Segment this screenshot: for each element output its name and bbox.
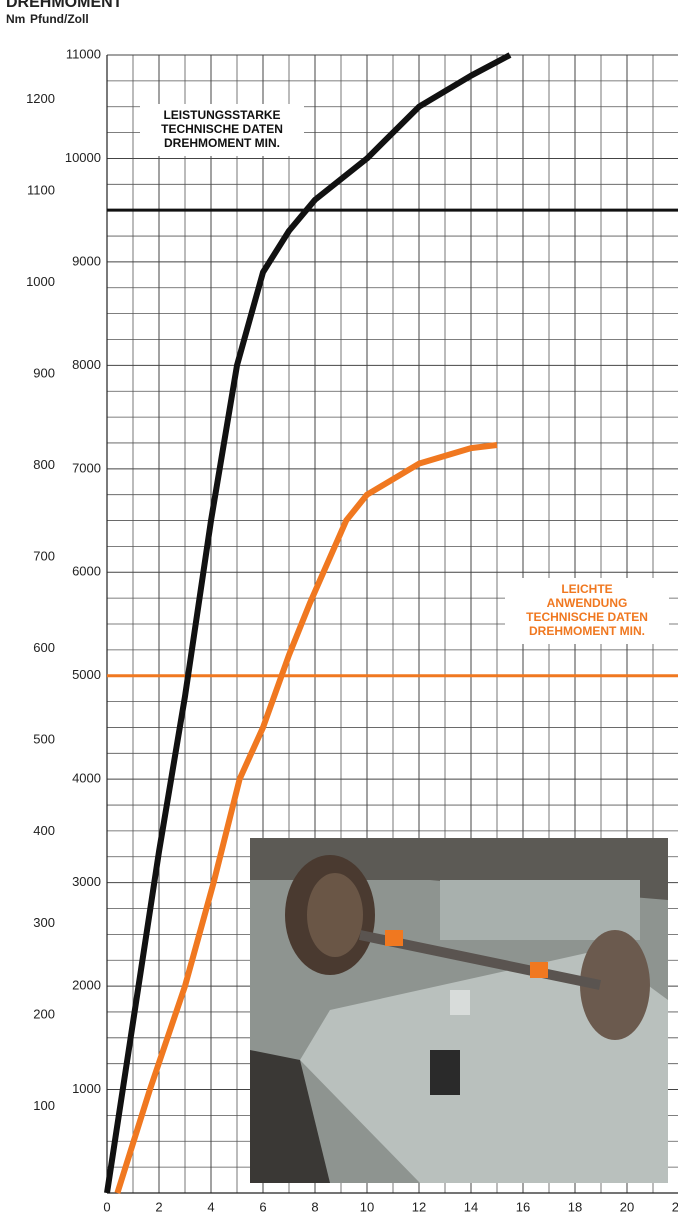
series-line xyxy=(104,52,512,1194)
x-tick-label: 4 xyxy=(207,1199,214,1214)
ticks: 0 2 4 6 8 10 12 14 16 18 20 22 1000 2000 3000 4000 5000 6… xyxy=(26,46,678,1214)
x-tick-label: 16 xyxy=(516,1199,530,1214)
y-tick-label: 10000 xyxy=(65,150,101,165)
y-axis-label: Pfund/Zoll xyxy=(30,12,89,26)
annotation: LEISTUNGSSTARKE xyxy=(163,108,280,122)
x-tick-label: 22 xyxy=(672,1199,678,1214)
annotation: TECHNISCHE DATEN xyxy=(526,610,648,624)
annotation: TECHNISCHE DATEN xyxy=(161,122,283,136)
y2-tick-label: 1000 xyxy=(26,274,55,289)
y-tick-label: 3000 xyxy=(72,874,101,889)
y2-tick-label: 800 xyxy=(33,457,55,472)
y-tick-label: 7000 xyxy=(72,460,101,475)
y2-tick-label: 900 xyxy=(33,365,55,380)
photo-frame xyxy=(440,880,640,940)
x-tick-label: 8 xyxy=(311,1199,318,1214)
x-tick-label: 12 xyxy=(412,1199,426,1214)
y2-tick-label: 300 xyxy=(33,915,55,930)
series-line xyxy=(114,442,498,1194)
photo-clamp xyxy=(450,990,470,1015)
y2-axis-label: Nm xyxy=(6,12,25,26)
y2-tick-label: 1200 xyxy=(26,91,55,106)
photo-corner xyxy=(250,1050,330,1183)
photo xyxy=(250,838,668,1183)
photo-pulley-right xyxy=(580,930,650,1040)
y-tick-label: 6000 xyxy=(72,564,101,579)
y-tick-label: 8000 xyxy=(72,357,101,372)
x-tick-label: 18 xyxy=(568,1199,582,1214)
x-tick-label: 6 xyxy=(259,1199,266,1214)
y-tick-label: 9000 xyxy=(72,253,101,268)
photo-coupling xyxy=(530,962,548,978)
x-tick-label: 0 xyxy=(103,1199,110,1214)
y2-tick-label: 100 xyxy=(33,1098,55,1113)
y-tick-label: 4000 xyxy=(72,771,101,786)
annotation-background xyxy=(505,578,669,644)
x-tick-label: 20 xyxy=(620,1199,634,1214)
annotation: DREHMOMENT MIN. xyxy=(164,136,280,150)
annotation: DREHMOMENT MIN. xyxy=(529,624,645,638)
photo-pulley-left-inner xyxy=(307,873,363,957)
photo-sensor xyxy=(430,1050,460,1095)
y2-tick-label: 700 xyxy=(33,549,55,564)
y-tick-label: 5000 xyxy=(72,667,101,682)
chart-title: DREHMOMENT xyxy=(6,0,123,11)
y2-tick-label: 600 xyxy=(33,640,55,655)
y2-tick-label: 200 xyxy=(33,1006,55,1021)
y2-tick-label: 400 xyxy=(33,823,55,838)
x-tick-label: 2 xyxy=(155,1199,162,1214)
curves xyxy=(104,52,512,1194)
annotation-background xyxy=(140,104,304,156)
photo-coupling xyxy=(385,930,403,946)
x-tick-label: 14 xyxy=(464,1199,478,1214)
y2-tick-label: 500 xyxy=(33,732,55,747)
y-tick-label: 11000 xyxy=(66,46,101,61)
y-tick-label: 1000 xyxy=(72,1081,101,1096)
y2-tick-label: 1100 xyxy=(27,182,55,197)
x-tick-label: 10 xyxy=(360,1199,374,1214)
photo-table xyxy=(300,950,668,1183)
annotation: ANWENDUNG xyxy=(547,596,628,610)
annotation: LEICHTE xyxy=(561,582,612,596)
y-tick-label: 2000 xyxy=(72,978,101,993)
